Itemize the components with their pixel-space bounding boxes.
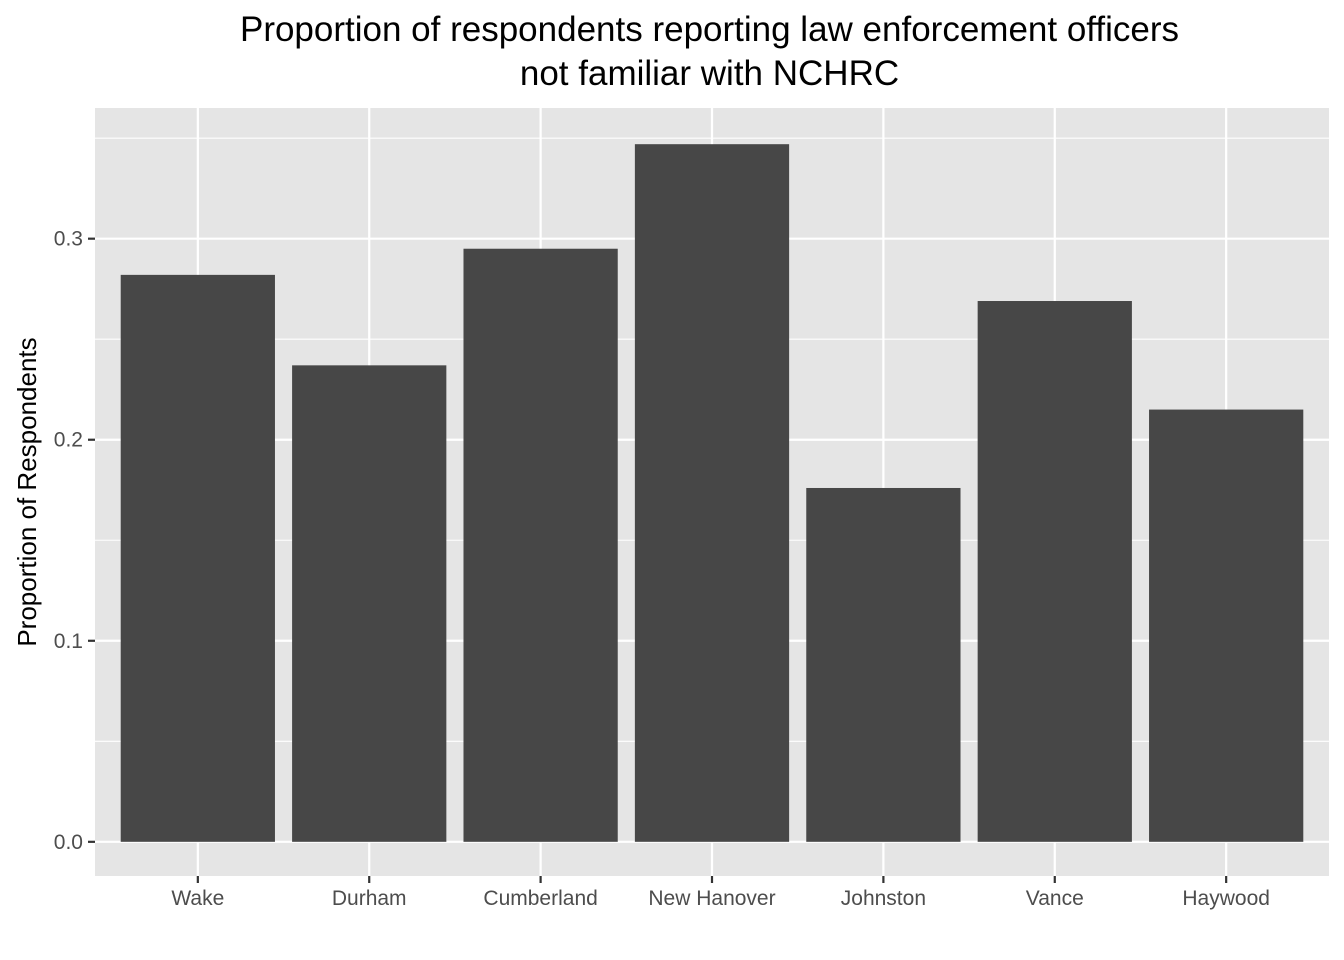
y-tick-label: 0.2 — [54, 429, 83, 452]
bar-new-hanover — [634, 144, 790, 842]
x-tick-label: Cumberland — [483, 887, 597, 910]
chart-title: Proportion of respondents reporting law … — [95, 8, 1324, 96]
bar-wake — [120, 274, 275, 842]
x-tick-label: Wake — [171, 887, 224, 910]
chart-title-line-1: Proportion of respondents reporting law … — [239, 10, 1180, 49]
y-axis-label: Proportion of Respondents — [12, 337, 42, 646]
x-tick-label: Johnston — [841, 887, 926, 910]
chart-title-line-2: not familiar with NCHRC — [519, 54, 900, 93]
x-axis: Wake Durham Cumberland New Hanover Johnston V… — [171, 876, 1270, 910]
y-tick-label: 0.3 — [54, 228, 83, 251]
bar-cumberland — [463, 248, 618, 842]
y-tick-label: 0.1 — [54, 630, 83, 653]
x-tick-label: Haywood — [1182, 887, 1270, 910]
bars — [120, 144, 1304, 842]
x-tick-label: Durham — [332, 887, 407, 910]
bar-durham — [292, 365, 447, 842]
x-tick-label: Vance — [1026, 887, 1084, 910]
y-axis: 0.0 0.1 0.2 0.3 — [54, 228, 95, 854]
x-tick-label: New Hanover — [648, 887, 775, 910]
bar-haywood — [1149, 409, 1304, 842]
y-tick-label: 0.0 — [54, 831, 83, 854]
bar-johnston — [806, 487, 961, 842]
bar-vance — [977, 301, 1132, 842]
